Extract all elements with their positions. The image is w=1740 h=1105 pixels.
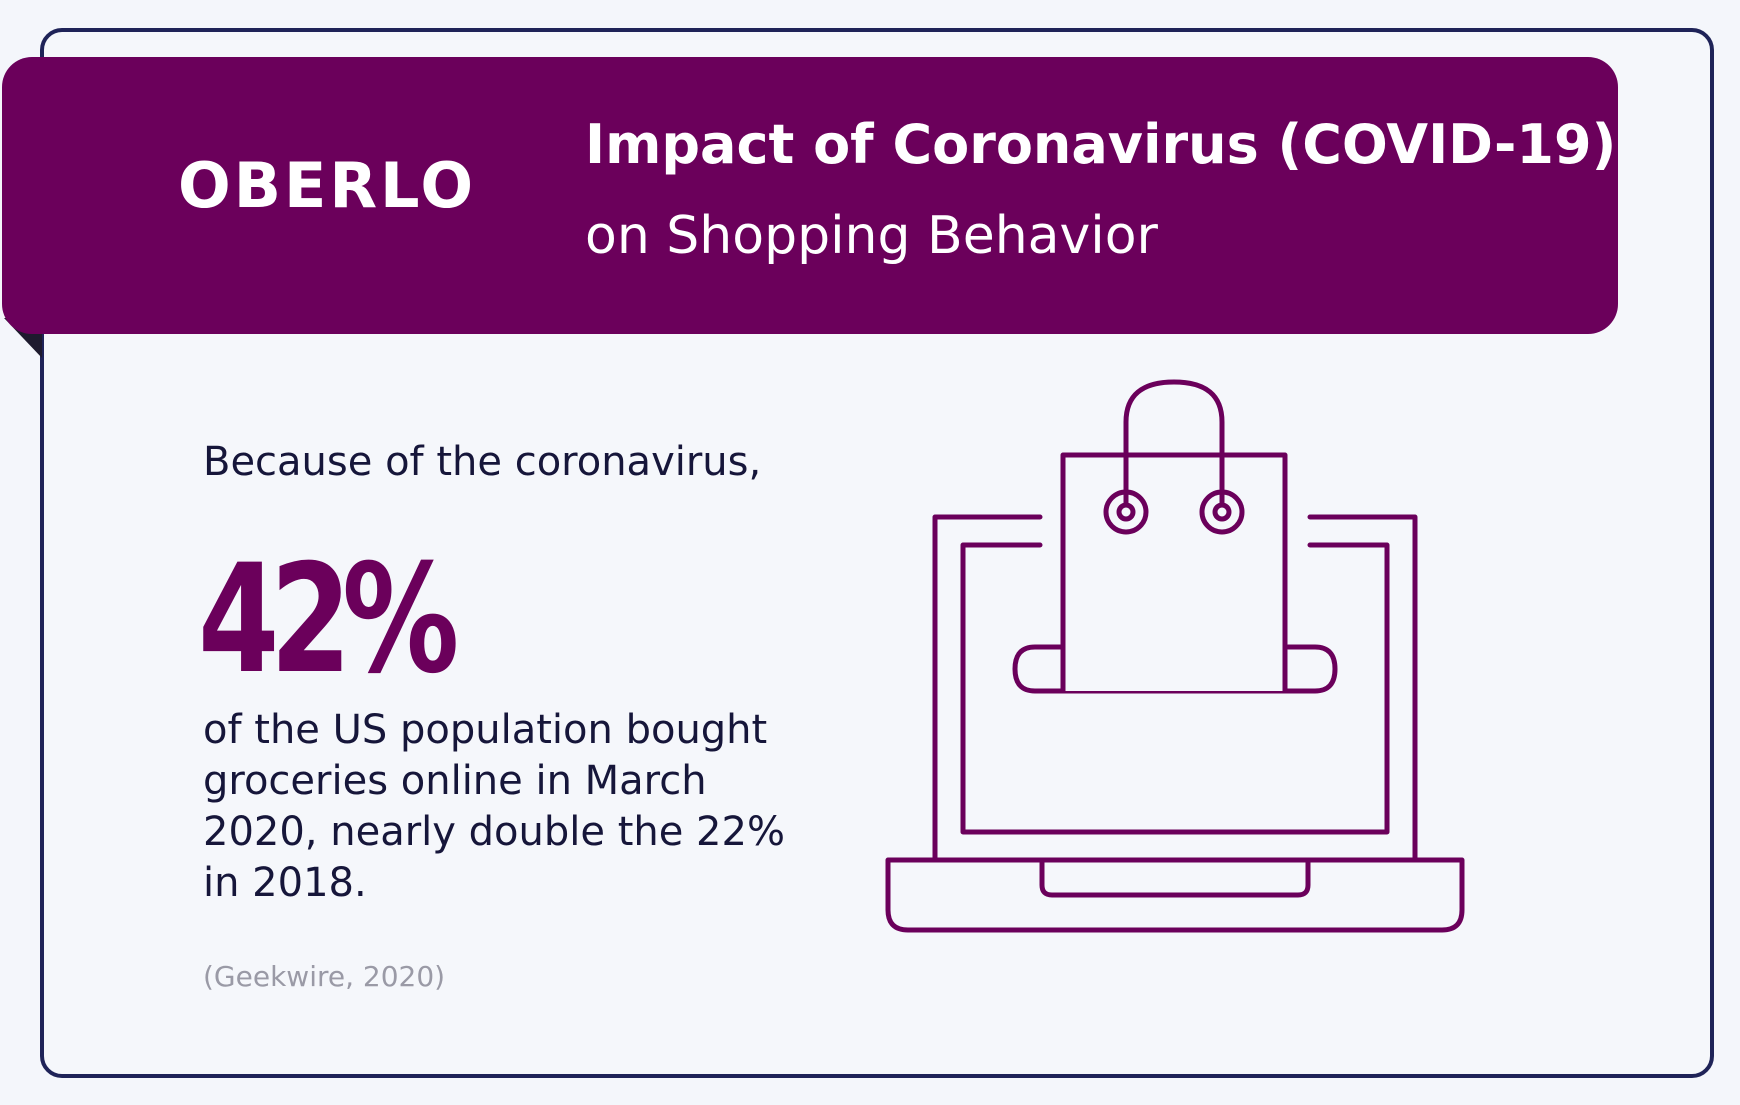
- page-subtitle: on Shopping Behavior: [585, 206, 1158, 266]
- header-banner: [2, 57, 1618, 334]
- page-title: Impact of Coronavirus (COVID-19): [585, 113, 1617, 176]
- stat-description: of the US population bought groceries on…: [203, 707, 785, 906]
- laptop-shopping-bag-icon: [885, 379, 1465, 933]
- stat-intro: Because of the coronavirus,: [203, 439, 762, 485]
- stat-value: 42%: [198, 533, 459, 707]
- source-citation: (Geekwire, 2020): [203, 960, 446, 993]
- oberlo-logo: OBERLO: [178, 149, 477, 222]
